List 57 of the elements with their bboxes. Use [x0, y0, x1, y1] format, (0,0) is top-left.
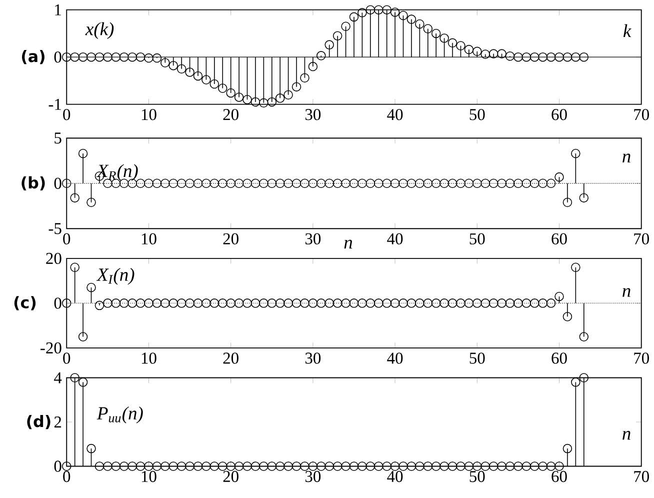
x-tick-label: 50 [470, 352, 485, 364]
annotation: P$_{uu}$(n) [96, 406, 143, 424]
x-tick-label: 50 [470, 108, 485, 120]
x-tick-label: 30 [305, 352, 321, 364]
y-axis-title: (c) [14, 296, 36, 310]
x-tick-label: 70 [634, 233, 649, 244]
y-tick-label: 0 [54, 51, 62, 63]
x-tick-label: 70 [634, 352, 649, 364]
x-tick-label: 60 [552, 470, 567, 482]
x-tick-label: 20 [223, 108, 238, 120]
annotation: n [622, 430, 630, 440]
x-tick-label: 50 [470, 470, 485, 482]
x-tick-label: 0 [63, 470, 70, 482]
text: n [344, 240, 352, 248]
x-tick-label: 0 [63, 108, 70, 120]
y-tick-label: 0 [54, 460, 62, 472]
x-tick-label: 30 [305, 108, 321, 120]
annotation: n [622, 154, 630, 162]
annotation: n [622, 288, 630, 297]
x-tick-label: 20 [223, 233, 238, 244]
y-tick-label: 0 [54, 298, 62, 309]
x-tick-label: 40 [387, 470, 403, 482]
y-tick-label: -5 [48, 223, 62, 234]
y-tick-label: -1 [48, 98, 61, 110]
y-tick-label: 4 [54, 372, 62, 384]
x-tick-label: 60 [552, 233, 567, 244]
y-tick-label: 0 [54, 178, 62, 189]
x-tick-label: 70 [634, 470, 649, 482]
x-tick-label: 60 [552, 352, 567, 364]
y-tick-label: -20 [40, 342, 62, 354]
x-tick-label: 60 [552, 108, 567, 120]
x-tick-label: 50 [470, 233, 485, 244]
x-tick-label: 0 [63, 352, 70, 364]
x-tick-label: 10 [142, 352, 156, 364]
x-tick-label: 40 [387, 108, 403, 120]
x-tick-label: 10 [142, 233, 156, 244]
x-tick-label: 20 [223, 470, 238, 482]
annotation: X$_{I}$(n) [96, 268, 134, 285]
y-tick-label: 5 [54, 132, 62, 144]
y-tick-label: 2 [54, 416, 62, 428]
x-tick-label: 40 [387, 233, 403, 244]
x-tick-label: 30 [305, 470, 321, 482]
x-tick-label: 0 [63, 233, 70, 244]
x-tick-label: 40 [387, 352, 403, 364]
y-axis-title: (d) [27, 414, 50, 430]
x-tick-label: 20 [223, 352, 238, 364]
x-tick-label: 70 [634, 108, 649, 120]
annotation: k [623, 24, 632, 38]
y-axis-title: (a) [22, 50, 44, 64]
x-tick-label: 10 [142, 108, 156, 120]
x-tick-label: 30 [305, 233, 321, 244]
annotation: x(k) [85, 22, 114, 39]
annotation: X$_{R}$(n) [96, 164, 138, 181]
y-tick-label: 1 [55, 4, 61, 16]
x-tick-label: 10 [142, 470, 156, 482]
y-axis-title: (b) [22, 176, 45, 190]
y-tick-label: 20 [46, 252, 62, 264]
